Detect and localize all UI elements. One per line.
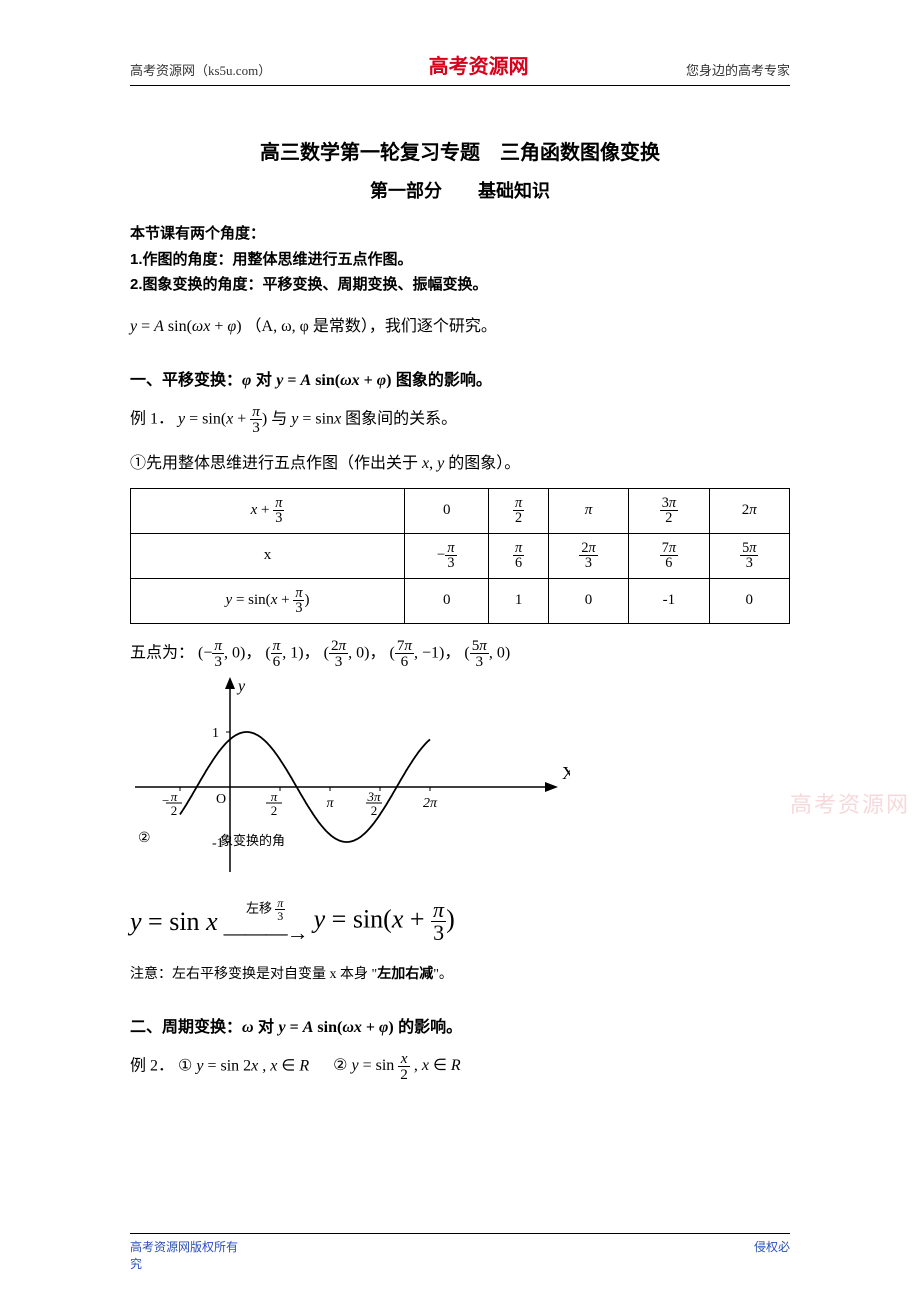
transform-equation: y = sin x 左移 π3 ———→ y = sin(x + π3) — [130, 897, 790, 946]
example1: 例 1． y = sin(x + π3) 与 y = sinx 图象间的关系。 — [130, 404, 790, 435]
cell-r1c4: π — [548, 488, 628, 533]
cell-r2c1: x — [131, 533, 405, 578]
cell-r3c6: 0 — [709, 578, 789, 623]
example2-label: 例 2． — [130, 1057, 174, 1074]
svg-text:2π: 2π — [423, 796, 438, 811]
footer-left: 高考资源网版权所有 究 — [130, 1238, 238, 1272]
general-formula: y = A sin(ωx + φ) （A, ω, φ 是常数），我们逐个研究。 — [130, 312, 790, 342]
svg-text:2: 2 — [371, 803, 378, 818]
intro-line3: 2.图象变换的角度：平移变换、周期变换、振幅变换。 — [130, 272, 790, 298]
svg-text:y: y — [236, 678, 246, 695]
arrow-icon: ———→ — [224, 920, 308, 946]
cell-r3c2: 0 — [405, 578, 489, 623]
table-row: x + π3 0 π2 π 3π2 2π — [131, 488, 790, 533]
header-left: 高考资源网（ks5u.com） — [130, 60, 271, 79]
page-header: 高考资源网（ks5u.com） 高考资源网 您身边的高考专家 — [130, 50, 790, 79]
cell-r3c1: y = sin(x + π3) — [131, 578, 405, 623]
section2-heading: 二、周期变换：ω 对 y = A sin(ωx + φ) 的影响。 — [130, 1013, 790, 1037]
page: 高考资源网（ks5u.com） 高考资源网 您身边的高考专家 高三数学第一轮复习… — [0, 0, 920, 1302]
example1-label: 例 1． — [130, 410, 174, 427]
svg-text:象变换的角: 象变换的角 — [220, 833, 285, 848]
page-footer: 高考资源网版权所有 究 侵权必 — [130, 1225, 790, 1272]
cell-r3c3: 1 — [489, 578, 548, 623]
sine-chart: XyO1-1−π2π2π3π22π②象变换的角 — [130, 677, 570, 877]
arrow-label: 左移 π3 — [246, 897, 285, 922]
header-center: 高考资源网 — [429, 50, 529, 79]
arrow-box: 左移 π3 ———→ — [224, 897, 308, 946]
note-text: 注意：左右平移变换是对自变量 x 本身 "左加右减"。 — [130, 960, 790, 989]
svg-text:O: O — [216, 792, 226, 807]
cell-r1c6: 2π — [709, 488, 789, 533]
example1-tail: 图象间的关系。 — [345, 410, 457, 427]
example2: 例 2． ① y = sin 2x , x ∈ R ② y = sin x2 ,… — [130, 1051, 790, 1082]
table-row: x −π3 π6 2π3 7π6 5π3 — [131, 533, 790, 578]
intro-line2: 1.作图的角度：用整体思维进行五点作图。 — [130, 247, 790, 273]
svg-text:②: ② — [138, 831, 151, 846]
header-right: 您身边的高考专家 — [686, 60, 790, 79]
cell-r1c3: π2 — [489, 488, 548, 533]
chart-svg: XyO1-1−π2π2π3π22π②象变换的角 — [130, 677, 570, 877]
cell-r1c2: 0 — [405, 488, 489, 533]
cell-r2c3: π6 — [489, 533, 548, 578]
five-points-list: 五点为： (−π3, 0)， (π6, 1)， (2π3, 0)， (7π6, … — [130, 638, 790, 669]
cell-r2c4: 2π3 — [548, 533, 628, 578]
cell-r1c5: 3π2 — [629, 488, 709, 533]
footer-right: 侵权必 — [754, 1238, 790, 1272]
document-subtitle: 第一部分 基础知识 — [130, 177, 790, 203]
formula-tail: （A, ω, φ 是常数），我们逐个研究。 — [246, 318, 497, 335]
section1-heading: 一、平移变换：φ 对 y = A sin(ωx + φ) 图象的影响。 — [130, 366, 790, 390]
svg-text:π: π — [326, 796, 334, 811]
header-divider — [130, 85, 790, 86]
intro-line1: 本节课有两个角度： — [130, 221, 790, 247]
footer-divider — [130, 1233, 790, 1234]
table-row: y = sin(x + π3) 0 1 0 -1 0 — [131, 578, 790, 623]
svg-text:2: 2 — [271, 803, 278, 818]
svg-text:−: − — [162, 793, 169, 808]
cell-r3c4: 0 — [548, 578, 628, 623]
five-point-table: x + π3 0 π2 π 3π2 2π x −π3 π6 2π3 7π6 5π… — [130, 488, 790, 624]
cell-r2c6: 5π3 — [709, 533, 789, 578]
cell-r2c5: 7π6 — [629, 533, 709, 578]
svg-text:1: 1 — [212, 726, 219, 741]
svg-text:3π: 3π — [366, 789, 381, 804]
svg-text:2: 2 — [171, 803, 178, 818]
intro-block: 本节课有两个角度： 1.作图的角度：用整体思维进行五点作图。 2.图象变换的角度… — [130, 221, 790, 298]
document-title: 高三数学第一轮复习专题 三角函数图像变换 — [130, 136, 790, 165]
svg-text:π: π — [271, 789, 278, 804]
cell-r1c1: x + π3 — [131, 488, 405, 533]
cell-r2c2: −π3 — [405, 533, 489, 578]
step1-text: ①先用整体思维进行五点作图（作出关于 x, y 的图象）。 — [130, 449, 790, 479]
svg-text:X: X — [562, 763, 570, 783]
cell-r3c5: -1 — [629, 578, 709, 623]
watermark: 高考资源网 — [790, 787, 910, 819]
svg-text:π: π — [171, 789, 178, 804]
chart-wrapper: XyO1-1−π2π2π3π22π②象变换的角 高考资源网 — [130, 677, 790, 877]
